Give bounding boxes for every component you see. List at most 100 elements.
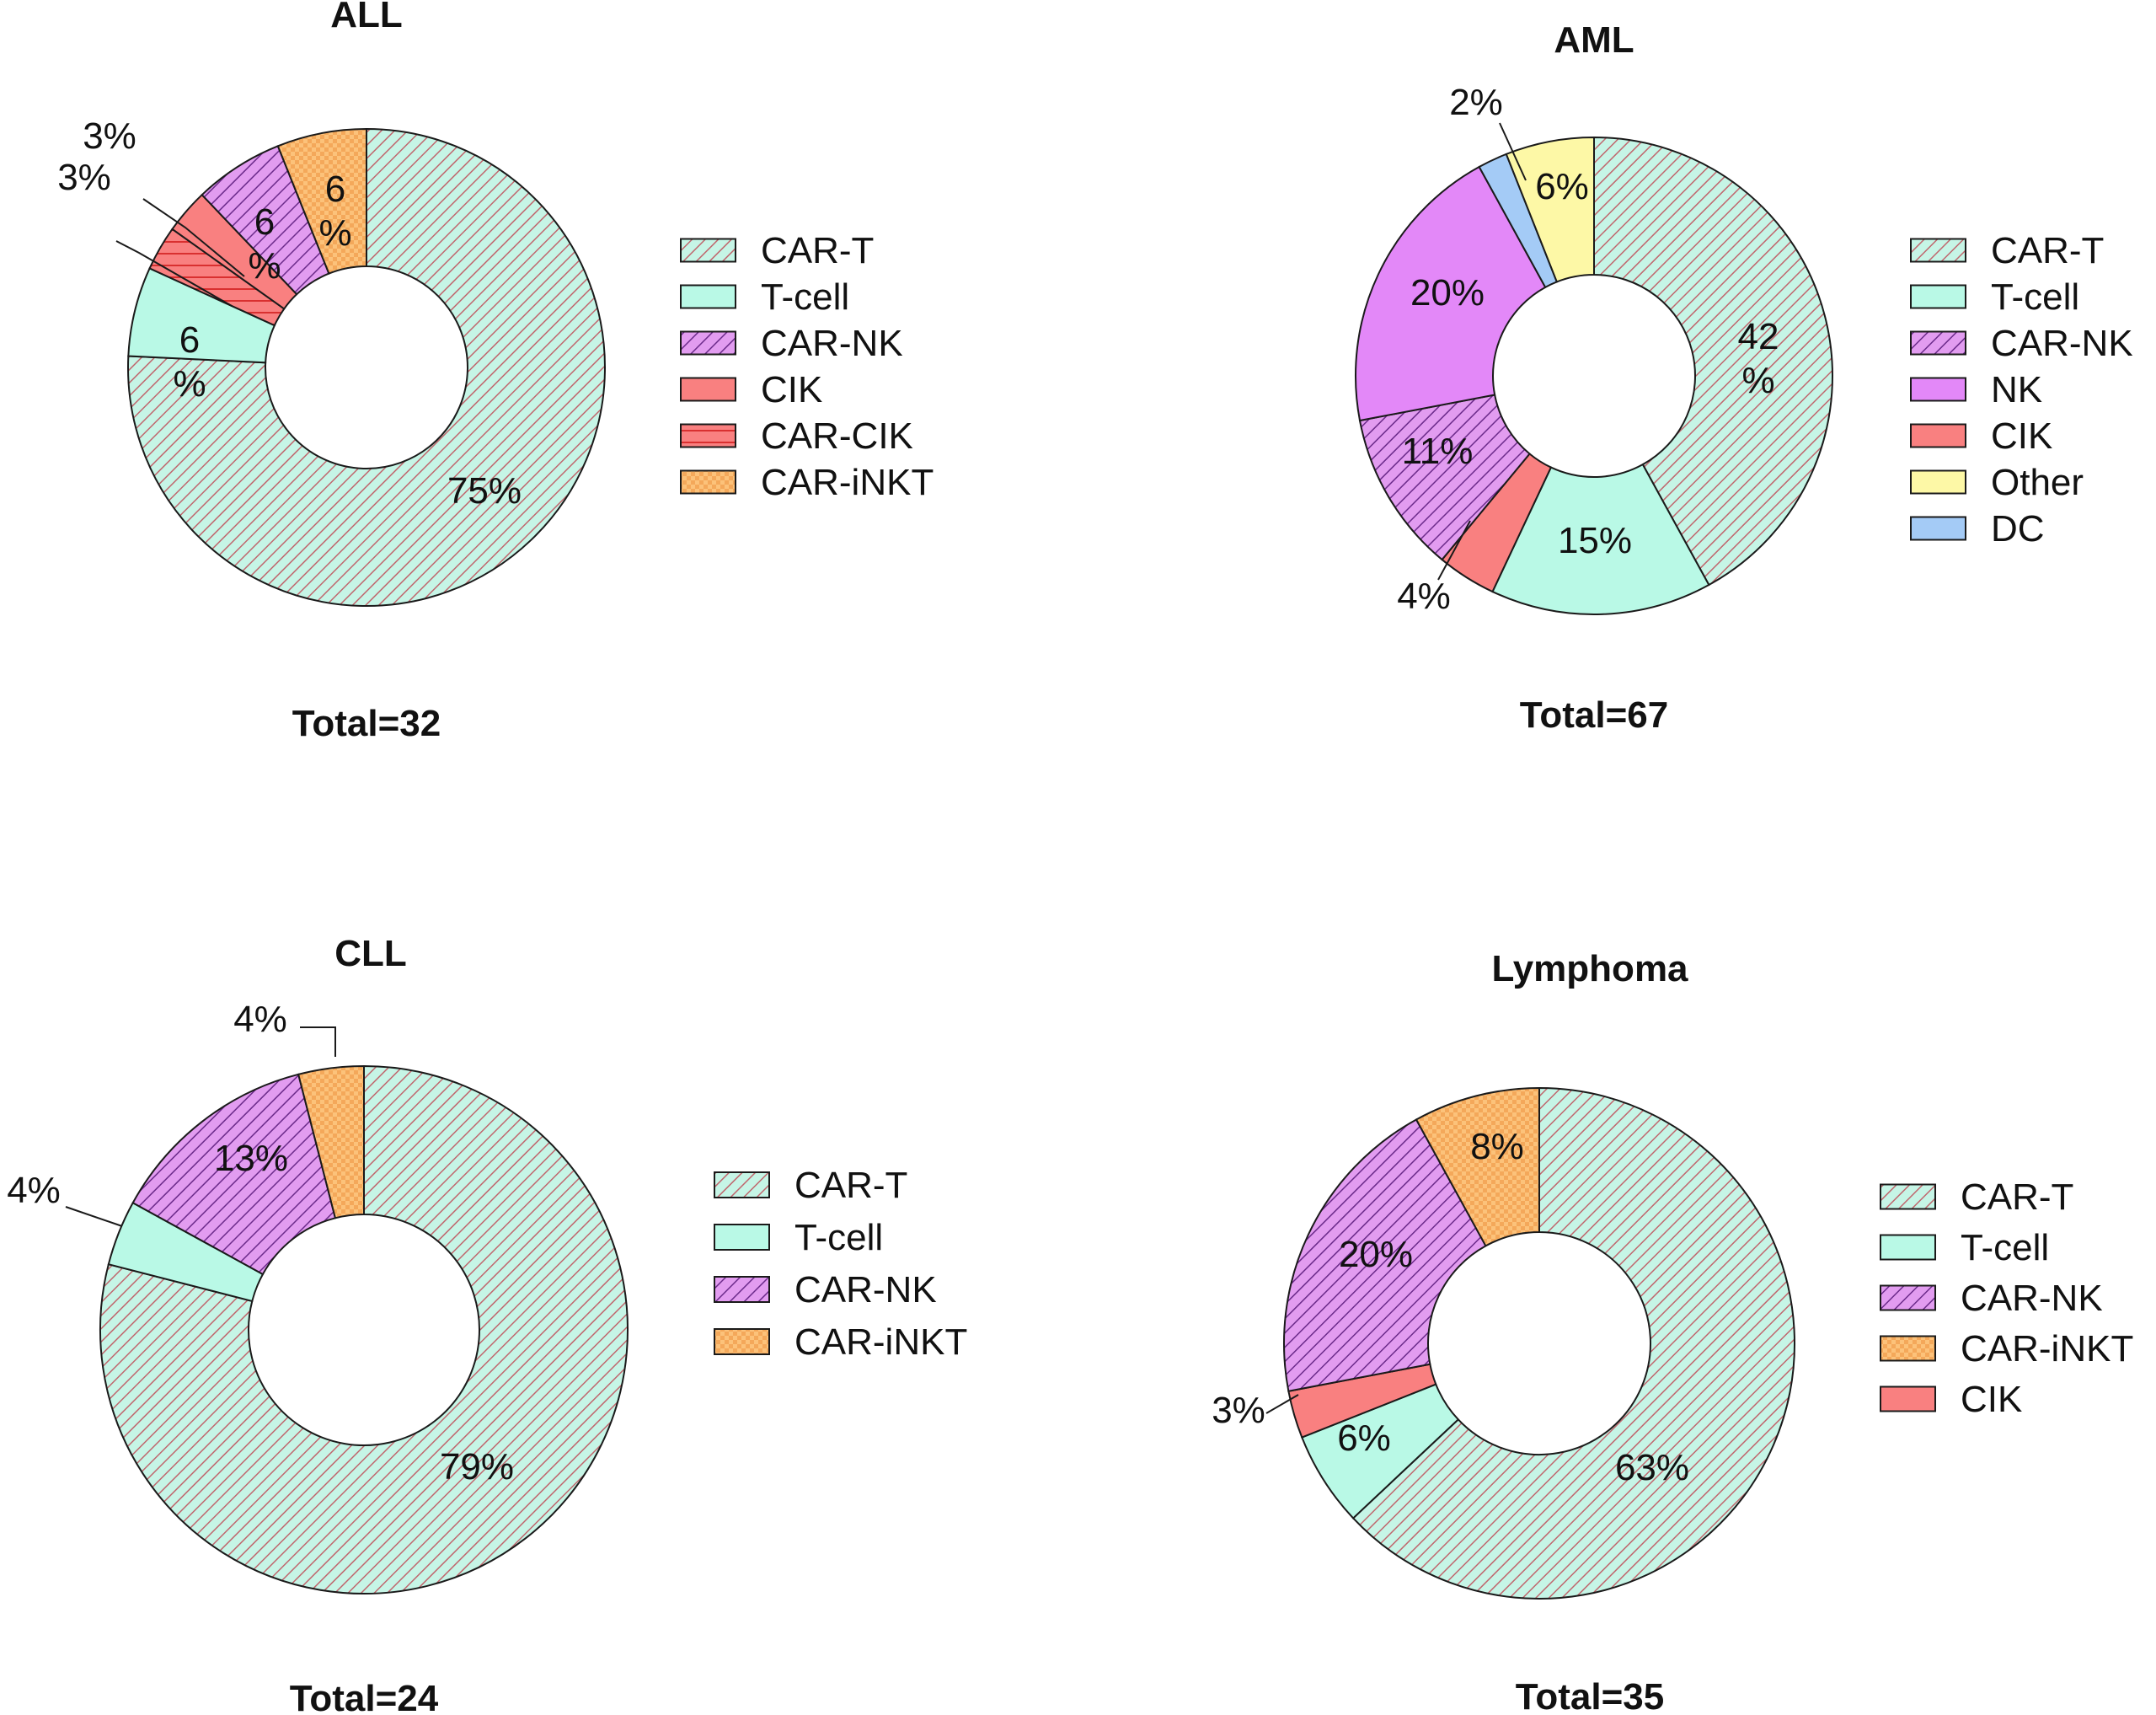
legend-label: NK — [1991, 369, 2042, 410]
legend: CAR-T T-cell CAR-NK NK CIK Other DC — [1910, 230, 2133, 549]
legend-swatch — [714, 1276, 770, 1303]
chart-title: CLL — [334, 933, 407, 974]
leader-line — [1499, 122, 1527, 181]
total-label: Total=32 — [292, 703, 441, 744]
legend-label: CIK — [761, 369, 822, 410]
slice-label: 4% — [1397, 576, 1451, 617]
chart-lymphoma: Lymphoma Total=35 63% 6% 3% 20% 8% CAR-T T-cel… — [1212, 948, 2133, 1715]
slice-label: 6% — [173, 319, 206, 405]
slice-label: 3% — [1212, 1390, 1265, 1431]
legend-label: CAR-T — [761, 230, 874, 271]
slice-label: 3% — [83, 115, 136, 157]
slice-label: 20% — [1410, 272, 1485, 314]
legend-label: CAR-iNKT — [1961, 1328, 2133, 1369]
legend-label: T-cell — [1991, 276, 2079, 318]
slice-label: 2% — [1449, 82, 1503, 123]
legend-swatch — [680, 469, 736, 495]
leader-line — [1265, 1394, 1299, 1414]
legend-label: CAR-NK — [1961, 1278, 2103, 1319]
legend-label: CIK — [1961, 1379, 2022, 1420]
slice-nk — [1355, 165, 1547, 422]
legend-label: CIK — [1991, 415, 2052, 457]
slice-car-inkt — [1415, 1086, 1540, 1247]
legend-label: CAR-CIK — [761, 415, 913, 457]
chart-all: ALL Total=32 75% 6 % 3%3% 6 % 6% CAR-T T-cell CAR… — [57, 0, 934, 744]
legend-swatch — [680, 330, 736, 356]
donut-ring — [99, 1064, 629, 1594]
legend-label: Other — [1991, 462, 2084, 503]
legend-swatch — [1910, 238, 1966, 263]
donut-ring — [1355, 136, 1833, 615]
slice-label: 79% — [440, 1446, 514, 1487]
legend-swatch — [714, 1328, 770, 1355]
total-label: Total=24 — [290, 1678, 439, 1715]
slice-t-cell — [1491, 463, 1710, 615]
legend-label: CAR-NK — [794, 1269, 937, 1310]
legend-label: CAR-T — [1991, 230, 2104, 271]
slice-car-inkt — [297, 1064, 365, 1219]
legend-swatch — [1910, 330, 1966, 356]
slice-label: 15% — [1558, 520, 1632, 561]
legend-swatch — [1910, 284, 1966, 309]
slice-label: 6% — [248, 201, 281, 287]
legend: CAR-T T-cell CAR-NK CIK CAR-CIK CAR-iNKT — [680, 230, 934, 503]
legend-swatch — [1880, 1183, 1936, 1210]
legend-label: CAR-T — [794, 1165, 907, 1206]
legend-label: CAR-NK — [1991, 323, 2133, 364]
slice-label: 42% — [1738, 316, 1779, 401]
slice-label: 20% — [1339, 1234, 1413, 1275]
legend-swatch — [1910, 469, 1966, 495]
slice-label: 6% — [1535, 166, 1589, 207]
legend: CAR-T T-cell CAR-NK CAR-iNKT CIK — [1880, 1176, 2133, 1420]
slice-car-inkt — [276, 127, 367, 275]
total-label: Total=35 — [1516, 1676, 1664, 1715]
total-label: Total=67 — [1520, 694, 1668, 736]
slice-label: 4% — [233, 999, 287, 1040]
slice-label: 75% — [447, 470, 522, 512]
slice-label: 11% — [1402, 431, 1474, 472]
leader-line — [1437, 520, 1471, 581]
legend-swatch — [1910, 377, 1966, 402]
slice-other — [1505, 136, 1595, 283]
legend-swatch — [1880, 1234, 1936, 1261]
legend-swatch — [1880, 1335, 1936, 1362]
legend-label: CAR-iNKT — [794, 1321, 967, 1363]
slice-label: 8% — [1470, 1126, 1524, 1167]
slice-label: 63% — [1615, 1447, 1689, 1488]
slice-car-t — [1351, 1086, 1795, 1600]
legend-label: T-cell — [761, 276, 849, 318]
legend-swatch — [714, 1171, 770, 1198]
legend-label: T-cell — [1961, 1227, 2049, 1268]
leader-line — [115, 240, 233, 307]
legend-swatch — [714, 1224, 770, 1251]
chart-cll: CLL Total=24 79% 4% 13% 4% CAR-T T-cell CAR-NK… — [7, 933, 967, 1715]
donut-ring — [1283, 1086, 1795, 1600]
legend-swatch — [1880, 1385, 1936, 1412]
legend-swatch — [680, 423, 736, 448]
slice-label: 3% — [57, 157, 111, 198]
legend-swatch — [680, 238, 736, 263]
chart-title: Lymphoma — [1491, 948, 1688, 989]
legend-label: CAR-NK — [761, 323, 903, 364]
legend-label: T-cell — [794, 1217, 883, 1258]
leader-line — [142, 198, 245, 277]
slice-label: 6% — [1337, 1418, 1391, 1459]
slice-car-t — [99, 1064, 629, 1594]
slice-car-t — [1593, 136, 1833, 587]
legend: CAR-T T-cell CAR-NK CAR-iNKT — [714, 1165, 967, 1363]
legend-swatch — [680, 377, 736, 402]
donut-ring — [127, 127, 607, 607]
chart-title: ALL — [330, 0, 403, 35]
slice-car-nk — [131, 1073, 337, 1276]
legend-label: CAR-T — [1961, 1176, 2073, 1218]
slice-car-t — [127, 127, 607, 607]
slice-label: 6% — [318, 169, 351, 254]
legend-label: DC — [1991, 508, 2045, 549]
legend-swatch — [1910, 516, 1966, 541]
legend-swatch — [1880, 1284, 1936, 1311]
legend-swatch — [680, 284, 736, 309]
legend-swatch — [1910, 423, 1966, 448]
slice-label: 4% — [7, 1170, 61, 1211]
leader-line — [300, 1026, 336, 1057]
